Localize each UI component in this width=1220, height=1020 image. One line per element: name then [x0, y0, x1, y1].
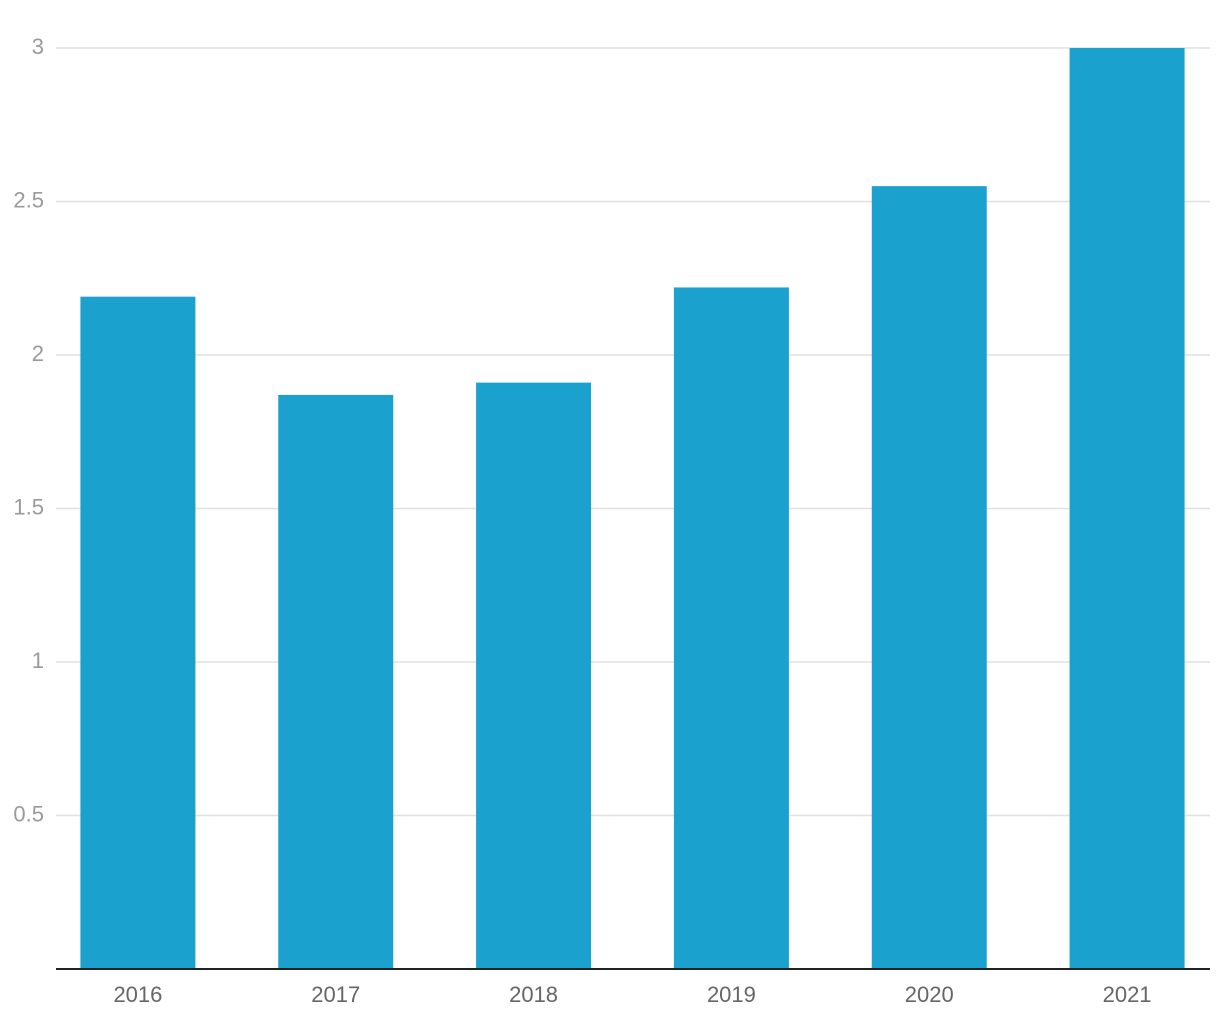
- x-tick-label: 2019: [707, 982, 756, 1007]
- y-tick-label: 0.5: [13, 801, 44, 826]
- bar: [871, 186, 987, 969]
- x-tick-label: 2021: [1103, 982, 1152, 1007]
- x-tick-label: 2020: [905, 982, 954, 1007]
- y-tick-label: 1: [32, 648, 44, 673]
- y-tick-label: 3: [32, 34, 44, 59]
- bar: [80, 296, 196, 969]
- y-tick-label: 2: [32, 341, 44, 366]
- y-tick-label: 1.5: [13, 494, 44, 519]
- y-tick-label: 2.5: [13, 187, 44, 212]
- bar: [1069, 48, 1185, 969]
- x-tick-label: 2018: [509, 982, 558, 1007]
- x-tick-label: 2017: [311, 982, 360, 1007]
- bar: [673, 287, 789, 970]
- bar: [476, 382, 592, 969]
- x-tick-label: 2016: [113, 982, 162, 1007]
- bar: [278, 394, 394, 969]
